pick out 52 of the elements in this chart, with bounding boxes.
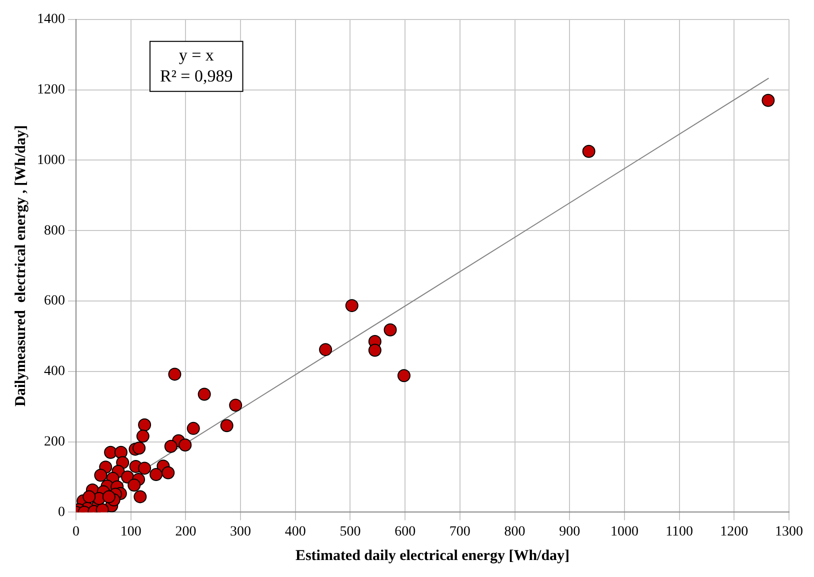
point (178, 438, 192, 452)
point (104, 446, 118, 459)
y-tick-label: 800 (44, 223, 65, 238)
y-tick-label: 1000 (37, 152, 65, 168)
x-tick-label: 500 (340, 524, 361, 540)
y-axis-title: Dailymeasured electrical energy , [Wh/day] (12, 125, 29, 406)
point (162, 466, 175, 480)
point (397, 369, 410, 382)
x-tick-label: 1100 (666, 524, 694, 540)
y-tick-label: 200 (44, 434, 65, 450)
x-tick-label: 300 (230, 524, 252, 540)
point (138, 462, 152, 475)
point (198, 388, 211, 401)
x-tick-label: 600 (394, 524, 416, 540)
annotation: R² = 0,989 (160, 66, 233, 86)
x-axis-title: Estimated daily electrical energy [Wh/day] (295, 548, 570, 564)
point (762, 94, 775, 107)
x-tick-label: 800 (504, 524, 526, 540)
point (102, 490, 116, 504)
point (168, 368, 182, 381)
point (368, 344, 382, 357)
annotation: y = x (178, 45, 214, 64)
point (582, 144, 596, 158)
point (319, 343, 332, 356)
point (150, 468, 163, 482)
y-tick-label: 1200 (37, 82, 65, 98)
y-tick-label: 400 (44, 364, 65, 380)
x-tick-label: 200 (175, 524, 196, 540)
x-tick-label: 0 (72, 524, 80, 540)
point (220, 419, 234, 432)
point (136, 430, 150, 443)
point (94, 468, 108, 482)
point (134, 490, 147, 504)
x-tick-label: 700 (449, 524, 470, 540)
point (164, 440, 178, 453)
point (138, 418, 152, 432)
point (82, 490, 96, 504)
point (345, 299, 358, 312)
x-tick-label: 1300 (775, 524, 803, 540)
x-tick-label: 1000 (610, 524, 638, 540)
x-tick-label: 1200 (720, 524, 748, 540)
point (132, 442, 146, 455)
point (186, 422, 200, 435)
y-tick-label: 0 (58, 504, 65, 520)
x-tick-label: 100 (120, 524, 142, 540)
point (384, 323, 397, 336)
x-tick-label: 400 (284, 524, 306, 540)
point (128, 478, 141, 492)
x-tick-label: 900 (559, 524, 580, 540)
y-tick-label: 1400 (37, 12, 65, 28)
point (229, 398, 242, 412)
y-tick-label: 600 (44, 294, 65, 309)
